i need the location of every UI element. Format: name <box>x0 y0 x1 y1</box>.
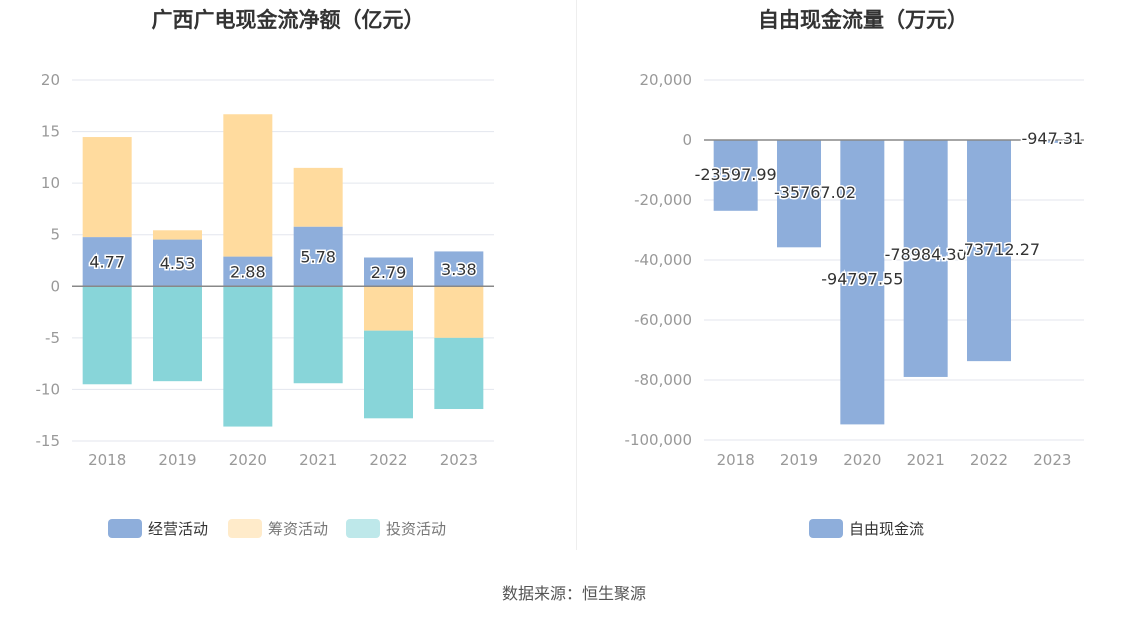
investing-bar <box>293 286 343 384</box>
right-chart-panel: 自由现金流量（万元） 20,000 0 -20,000 -40,000 -60,000 -… <box>578 0 1148 560</box>
left-chart-panel: 广西广电现金流净额（亿元） 20 15 10 5 0 -5 -10 -15 2018 4.77 20… <box>0 0 576 560</box>
fcf-bar <box>777 140 821 248</box>
y-tick-label: 10 <box>41 174 60 192</box>
panel-divider <box>576 0 577 550</box>
x-tick-label: 2020 <box>843 451 881 469</box>
left-chart-title: 广西广电现金流净额（亿元） <box>151 8 425 32</box>
x-tick-label: 2019 <box>780 451 818 469</box>
x-tick-label: 2019 <box>158 451 196 469</box>
legend-label: 经营活动 <box>148 520 208 538</box>
y-tick-label: 5 <box>50 226 60 244</box>
y-tick-label: -10 <box>36 380 61 398</box>
right-chart-svg: 20,000 0 -20,000 -40,000 -60,000 -80,000 -100,… <box>625 71 1085 538</box>
data-label: 2.88 <box>230 262 266 281</box>
fcf-bar <box>713 140 758 211</box>
data-label: 3.38 <box>441 260 477 279</box>
investing-bar <box>82 286 132 385</box>
financing-bar <box>153 230 202 240</box>
y-tick-label: -80,000 <box>634 371 692 389</box>
operating-bar <box>293 226 343 287</box>
investing-bar <box>223 286 273 427</box>
investing-bar <box>434 337 484 410</box>
investing-bar <box>153 286 202 382</box>
data-label: 4.77 <box>89 253 125 272</box>
data-label: -78984.30 <box>885 245 967 264</box>
legend-label: 投资活动 <box>386 520 446 538</box>
x-tick-label: 2018 <box>88 451 126 469</box>
y-tick-label: -20,000 <box>634 191 692 209</box>
legend-swatch <box>809 519 843 538</box>
x-tick-label: 2023 <box>440 451 478 469</box>
data-label: -23597.99 <box>695 165 777 184</box>
source-note: 数据来源：恒生聚源 <box>501 584 646 603</box>
y-tick-label: 20,000 <box>640 71 693 89</box>
financing-bar <box>82 137 132 238</box>
legend-label: 筹资活动 <box>268 520 328 538</box>
x-tick-label: 2022 <box>970 451 1008 469</box>
legend-label: 自由现金流 <box>849 520 924 538</box>
operating-bar <box>223 256 273 287</box>
y-tick-label: -15 <box>36 432 61 450</box>
operating-bar <box>434 251 484 287</box>
fcf-bar <box>840 140 885 425</box>
y-tick-label: 0 <box>682 131 692 149</box>
data-label: 4.53 <box>160 254 196 273</box>
financing-bar <box>223 114 273 257</box>
y-tick-label: 15 <box>41 123 60 141</box>
legend-swatch <box>346 519 380 538</box>
y-tick-label: -100,000 <box>625 431 692 449</box>
operating-bar <box>82 237 132 287</box>
legend-swatch <box>228 519 262 538</box>
legend-swatch <box>108 519 142 538</box>
investing-bar <box>364 330 413 419</box>
x-tick-label: 2022 <box>369 451 407 469</box>
y-tick-label: 20 <box>41 71 60 89</box>
fcf-bar <box>1030 140 1075 143</box>
y-tick-label: -40,000 <box>634 251 692 269</box>
x-tick-label: 2023 <box>1033 451 1071 469</box>
financing-bar <box>434 286 484 338</box>
y-tick-label: -60,000 <box>634 311 692 329</box>
data-label: 2.79 <box>371 263 407 282</box>
x-tick-label: 2018 <box>717 451 755 469</box>
x-tick-label: 2021 <box>299 451 337 469</box>
left-chart-svg: 20 15 10 5 0 -5 -10 -15 2018 4.77 2019 4.53 2020 2.88… <box>36 71 494 538</box>
fcf-bar <box>903 140 948 377</box>
x-tick-label: 2020 <box>229 451 267 469</box>
data-label: -947.31 <box>1021 129 1083 148</box>
data-label: -73712.27 <box>958 240 1040 259</box>
operating-bar <box>153 239 202 287</box>
financing-bar <box>364 286 413 331</box>
data-label: -94797.55 <box>821 269 903 288</box>
data-label: -35767.02 <box>774 183 856 202</box>
financing-bar <box>293 167 343 227</box>
data-label: 5.78 <box>300 247 336 266</box>
y-tick-label: 0 <box>50 277 60 295</box>
right-chart-title: 自由现金流量（万元） <box>758 8 968 32</box>
fcf-bar <box>967 140 1011 362</box>
y-tick-label: -5 <box>45 329 60 347</box>
operating-bar <box>364 257 413 287</box>
x-tick-label: 2021 <box>907 451 945 469</box>
